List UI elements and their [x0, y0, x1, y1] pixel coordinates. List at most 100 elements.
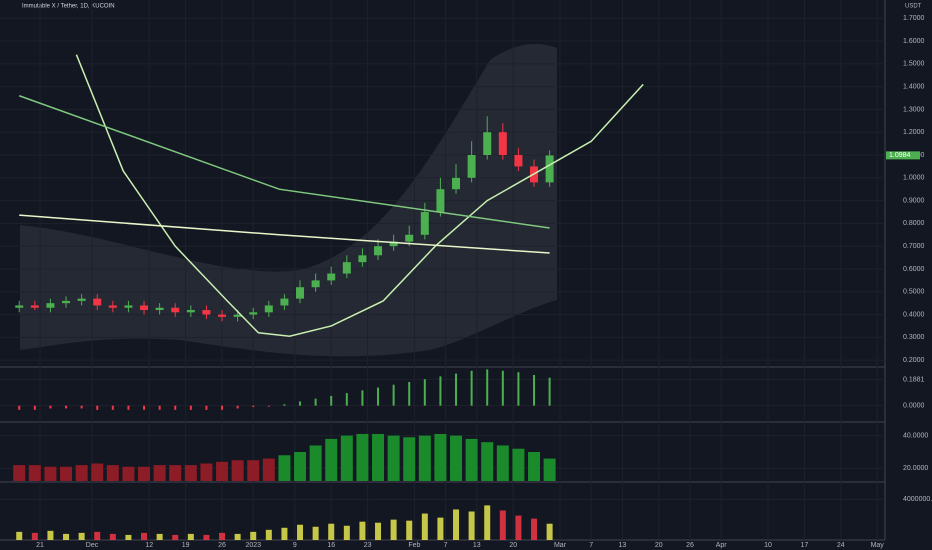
price-tag — [886, 151, 920, 160]
candle-body — [389, 241, 398, 247]
volume-bar — [484, 505, 491, 540]
volume-bar — [375, 522, 382, 540]
y-tick-label: 4000000.0000 — [903, 496, 932, 503]
y-tick-label: 0.4000 — [903, 311, 925, 318]
oscillator-bar — [91, 463, 104, 481]
candle-body — [30, 305, 39, 308]
volume-bar — [499, 510, 506, 540]
candle-body — [202, 310, 211, 315]
momentum-bar — [314, 398, 317, 406]
candle-body — [15, 305, 24, 308]
momentum-bar — [392, 384, 395, 406]
candle-body — [342, 262, 351, 274]
volume-bar — [16, 531, 23, 540]
y-tick-label: 0.9000 — [903, 197, 925, 204]
volume-bar — [219, 532, 226, 540]
momentum-bar — [439, 376, 442, 406]
x-tick-label: 17 — [801, 542, 809, 549]
oscillator-bar — [309, 445, 322, 481]
candle-body — [311, 280, 320, 288]
volume-bar — [31, 532, 38, 540]
y-tick-label: 0.3000 — [903, 334, 925, 341]
volume-bar — [203, 534, 210, 540]
candle-body — [155, 307, 164, 311]
y-tick-label: 1.2000 — [903, 129, 925, 136]
candle-body — [280, 298, 289, 306]
momentum-bar — [533, 374, 536, 406]
oscillator-bar — [450, 435, 463, 481]
candle-body — [420, 211, 429, 235]
oscillator-bar — [528, 452, 541, 481]
momentum-bar — [486, 369, 489, 406]
oscillator-bar — [356, 433, 369, 481]
volume-bar — [343, 525, 350, 540]
volume-bar — [515, 515, 522, 540]
candle-body — [108, 305, 117, 308]
oscillator-bar — [44, 466, 57, 481]
momentum-bar — [455, 373, 458, 406]
x-tick-label: 20 — [509, 542, 517, 549]
momentum-bar — [174, 405, 177, 410]
candle-body — [233, 314, 242, 317]
oscillator-bar — [200, 463, 213, 481]
momentum-bar — [236, 405, 239, 409]
candle-body — [405, 234, 414, 242]
x-tick-label: 7 — [589, 542, 593, 549]
volume-bar — [156, 533, 163, 540]
oscillator-bar — [138, 466, 151, 481]
y-tick-label: 1.4000 — [903, 83, 925, 90]
volume-bar — [359, 521, 366, 540]
x-tick-label: 10 — [764, 542, 772, 549]
x-tick-label: Apr — [716, 542, 728, 549]
x-tick-label: 26 — [218, 542, 226, 549]
candle-body — [140, 305, 149, 311]
momentum-bar — [470, 370, 473, 406]
oscillator-bar — [13, 465, 26, 481]
momentum-bar — [33, 405, 36, 410]
chart-title: Immutable X / Tether, 1D, KUCOIN — [22, 4, 115, 10]
momentum-bar — [158, 405, 161, 410]
x-tick-label: 9 — [293, 542, 297, 549]
momentum-bar — [283, 404, 286, 406]
oscillator-bar — [372, 433, 385, 481]
oscillator-bar — [28, 465, 41, 481]
x-tick-label: Feb — [408, 542, 420, 549]
y-tick-label: 1.5000 — [903, 61, 925, 68]
volume-bar — [281, 527, 288, 540]
oscillator-bar — [340, 435, 353, 481]
momentum-bar — [96, 405, 99, 410]
y-tick-label: 20.0000 — [903, 465, 928, 472]
candle-body — [249, 312, 258, 315]
oscillator-bar — [434, 433, 447, 481]
momentum-bar — [361, 390, 364, 406]
momentum-bar — [49, 405, 52, 409]
oscillator-bar — [496, 445, 509, 481]
oscillator-bar — [403, 437, 416, 481]
currency-label: USDT — [905, 4, 922, 10]
volume-bar — [546, 523, 553, 540]
momentum-bar — [517, 372, 520, 406]
volume-bar — [390, 519, 397, 540]
volume-bar — [172, 534, 179, 540]
x-tick-label: 21 — [36, 542, 44, 549]
candle-body — [514, 155, 523, 167]
candle-body — [218, 314, 227, 317]
y-tick-label: 0.1881 — [903, 376, 925, 383]
candle-body — [171, 307, 180, 313]
x-tick-label: 20 — [655, 542, 663, 549]
volume-bar — [437, 517, 444, 540]
x-tick-label: 7 — [444, 542, 448, 549]
y-tick-label: 1.0000 — [903, 175, 925, 182]
candle-body — [545, 155, 554, 183]
volume-bar — [328, 523, 335, 540]
y-tick-label: 1.6000 — [903, 38, 925, 45]
volume-bar — [94, 531, 101, 540]
volume-bar — [265, 529, 272, 540]
y-tick-label: 1.7000 — [903, 15, 925, 22]
oscillator-bar — [75, 465, 88, 481]
candle-body — [124, 305, 133, 308]
oscillator-bar — [418, 435, 431, 481]
x-tick-label: Mar — [554, 542, 567, 549]
momentum-bar — [221, 405, 224, 410]
